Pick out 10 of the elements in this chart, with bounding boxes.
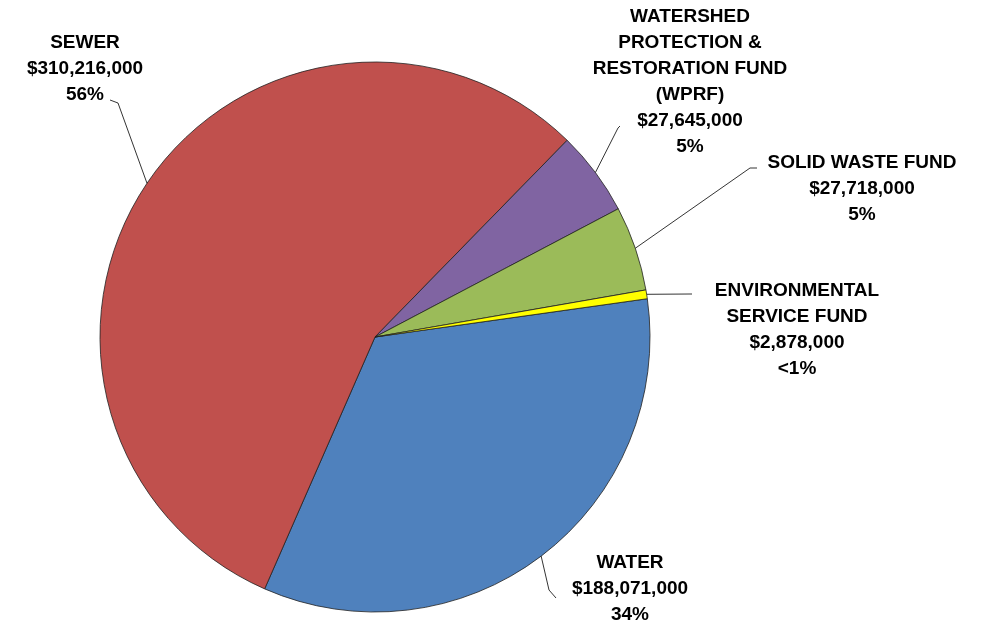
slice-label: ENVIRONMENTAL SERVICE FUND <box>714 279 880 326</box>
data-label: $188,071,000 34% <box>571 577 689 624</box>
data-label: $27,718,000 5% <box>809 177 915 224</box>
slice-label: SEWER <box>50 31 121 52</box>
slice-label: WATERSHED PROTECTION & RESTORATION FUND (WPRF) <box>592 5 788 104</box>
slice-label: SOLID WASTE FUND <box>767 151 957 172</box>
data-label: $310,216,000 56% <box>26 57 144 104</box>
slice-label: WATER <box>596 551 664 572</box>
data-label: $2,878,000 <1% <box>749 331 845 378</box>
data-label: $27,645,000 5% <box>637 109 743 156</box>
